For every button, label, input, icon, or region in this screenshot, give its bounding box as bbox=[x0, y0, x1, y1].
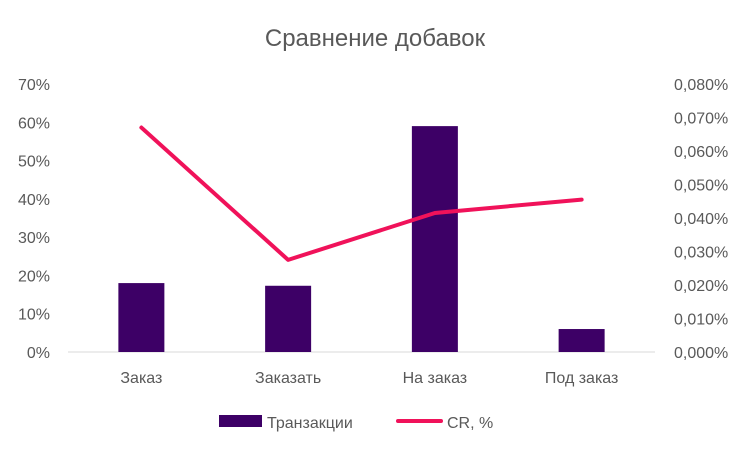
left-tick-label: 40% bbox=[18, 192, 50, 209]
right-tick-label: 0,010% bbox=[674, 312, 728, 329]
bar-transactions bbox=[558, 329, 605, 352]
left-tick-label: 10% bbox=[18, 307, 50, 324]
cr-line bbox=[139, 125, 584, 262]
right-tick-label: 0,020% bbox=[674, 278, 728, 295]
right-tick-label: 0,040% bbox=[674, 211, 728, 228]
left-axis: 0% 10% 20% 30% 40% 50% 60% 70% bbox=[18, 77, 50, 362]
left-tick-label: 20% bbox=[18, 268, 50, 285]
left-tick-label: 0% bbox=[27, 345, 50, 362]
x-tick-label: Заказ bbox=[120, 370, 162, 387]
legend-label-transactions: Транзакции bbox=[267, 415, 353, 432]
legend-label-cr: CR, % bbox=[447, 415, 493, 432]
chart-title: Сравнение добавок bbox=[265, 25, 486, 52]
left-tick-label: 50% bbox=[18, 154, 50, 171]
right-tick-label: 0,030% bbox=[674, 245, 728, 262]
right-tick-label: 0,080% bbox=[674, 77, 728, 94]
right-axis: 0,000% 0,010% 0,020% 0,030% 0,040% 0,050% 0,06… bbox=[674, 77, 728, 362]
bar-transactions bbox=[411, 126, 458, 352]
bar-transactions bbox=[265, 285, 312, 352]
cr-line-series bbox=[139, 125, 584, 262]
right-tick-label: 0,050% bbox=[674, 178, 728, 195]
right-tick-label: 0,070% bbox=[674, 111, 728, 128]
left-tick-label: 60% bbox=[18, 115, 50, 132]
x-tick-label: Заказать bbox=[255, 370, 321, 387]
left-tick-label: 30% bbox=[18, 230, 50, 247]
x-tick-label: На заказ bbox=[403, 370, 468, 387]
right-tick-label: 0,060% bbox=[674, 144, 728, 161]
left-tick-label: 70% bbox=[18, 77, 50, 94]
bar-transactions bbox=[118, 283, 165, 352]
legend: Транзакции CR, % bbox=[219, 415, 493, 432]
bars bbox=[118, 126, 605, 352]
x-tick-label: Под заказ bbox=[545, 370, 618, 387]
x-axis: Заказ Заказать На заказ Под заказ bbox=[120, 370, 618, 387]
right-tick-label: 0,000% bbox=[674, 345, 728, 362]
legend-swatch-transactions bbox=[219, 415, 262, 427]
